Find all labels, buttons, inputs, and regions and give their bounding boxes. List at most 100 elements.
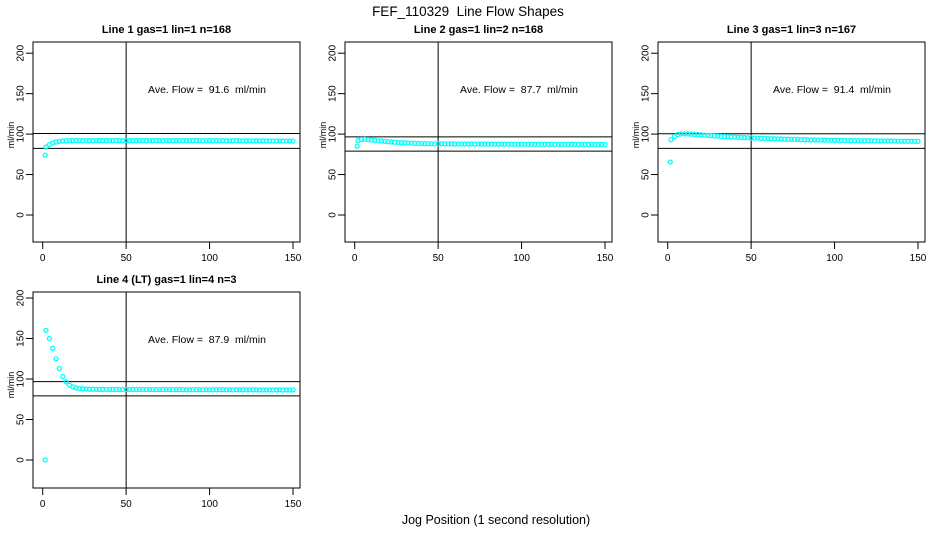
data-point: [196, 387, 203, 393]
data-point: [585, 141, 591, 148]
data-point: [156, 137, 163, 144]
data-point: [150, 138, 156, 144]
data-point: [230, 138, 236, 144]
y-tick-label: 150: [328, 85, 339, 102]
data-point: [140, 386, 146, 393]
x-tick-label: 150: [910, 253, 927, 264]
data-point: [133, 137, 139, 144]
data-point: [492, 141, 498, 147]
data-point: [398, 140, 405, 146]
data-point: [432, 141, 438, 147]
data-point: [106, 386, 113, 393]
data-point: [602, 141, 608, 148]
plot-area: 0 50 100 150 0 50 100 150 200: [641, 41, 927, 264]
data-point: [781, 136, 788, 142]
data-point: [83, 137, 89, 144]
data-point: [698, 132, 704, 138]
data-point: [685, 131, 691, 137]
data-point: [196, 138, 203, 144]
x-axis-label: Jog Position (1 second resolution): [401, 513, 591, 527]
x-tick-label: 0: [665, 253, 671, 264]
data-point: [60, 373, 66, 380]
data-point: [748, 135, 754, 141]
data-point: [53, 356, 59, 362]
data-point: [592, 141, 598, 148]
y-tick-label: 200: [641, 44, 652, 61]
data-point: [263, 387, 269, 393]
data-point: [93, 137, 99, 144]
data-point: [465, 141, 471, 147]
data-point: [731, 134, 738, 140]
y-tick-label: 0: [641, 212, 652, 218]
data-point: [200, 387, 206, 393]
data-point: [745, 135, 751, 141]
data-point: [535, 141, 541, 147]
data-point: [110, 138, 116, 144]
data-point: [848, 137, 854, 144]
data-point: [230, 387, 236, 393]
data-point: [838, 137, 844, 144]
data-point: [861, 138, 868, 144]
data-point: [90, 386, 96, 392]
data-point: [123, 137, 129, 144]
data-point: [735, 134, 741, 140]
data-point: [266, 387, 273, 393]
data-point: [160, 138, 166, 144]
data-point: [246, 387, 253, 393]
data-point: [358, 136, 365, 143]
data-point: [166, 137, 173, 144]
data-point: [42, 457, 48, 463]
data-point: [415, 140, 421, 147]
data-point: [126, 386, 133, 393]
data-point: [80, 137, 86, 144]
data-point: [176, 137, 183, 144]
data-point: [193, 387, 199, 393]
data-point: [43, 327, 49, 334]
data-point: [210, 387, 216, 393]
data-point: [508, 141, 515, 147]
data-point: [260, 387, 266, 393]
data-point: [878, 138, 884, 144]
data-point: [60, 138, 66, 144]
data-point: [438, 141, 445, 147]
data-point: [452, 141, 458, 147]
data-point: [562, 141, 568, 148]
plot-area: 0 50 100 150 0 50 100 150 200: [16, 289, 302, 510]
data-point: [256, 387, 263, 393]
data-point: [828, 137, 834, 143]
x-tick-label: 50: [746, 253, 758, 264]
data-point: [885, 138, 891, 144]
data-point: [721, 133, 728, 140]
ave-flow-annotation: Ave. Flow = 87.9 ml/min: [148, 334, 266, 346]
data-point: [555, 141, 561, 148]
data-point: [163, 137, 169, 144]
data-point: [705, 132, 711, 139]
data-point: [445, 141, 451, 147]
data-point: [912, 138, 918, 145]
data-point: [678, 131, 684, 137]
data-point: [153, 386, 159, 393]
data-point: [136, 137, 143, 144]
data-point: [266, 138, 273, 144]
data-point: [902, 138, 908, 144]
data-point: [545, 141, 551, 147]
data-point: [455, 141, 461, 147]
data-point: [472, 141, 478, 147]
data-point: [525, 141, 531, 147]
data-point: [478, 141, 485, 147]
data-point: [160, 386, 166, 393]
data-point: [895, 138, 901, 144]
data-point: [203, 387, 209, 393]
data-point: [855, 138, 861, 144]
panel-line-2: Line 2 gas=1 lin=2 n=168 ml/min Ave. Flo…: [315, 24, 617, 274]
data-point: [260, 138, 266, 144]
data-point: [865, 138, 871, 144]
data-point: [80, 386, 86, 392]
data-point: [283, 138, 289, 144]
data-point: [130, 138, 136, 144]
data-point: [785, 136, 791, 142]
data-point: [186, 138, 193, 144]
panel-title: Line 3 gas=1 lin=3 n=167: [726, 24, 857, 36]
data-point: [412, 140, 418, 146]
data-point: [236, 387, 243, 393]
